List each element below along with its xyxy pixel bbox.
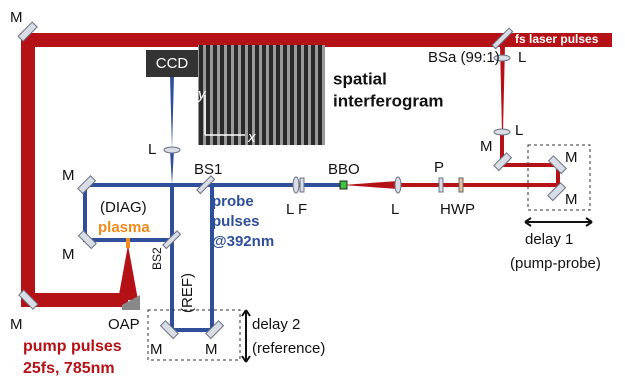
label: M xyxy=(10,9,23,26)
label: @392nm xyxy=(212,233,274,250)
label: M xyxy=(150,341,163,358)
label: BS2 xyxy=(150,247,164,270)
label: BBO xyxy=(328,161,360,178)
label: L xyxy=(286,201,294,218)
label: plasma xyxy=(98,219,150,236)
label: M xyxy=(480,138,493,155)
label: delay 2 xyxy=(252,316,300,333)
label: pulses xyxy=(212,213,260,230)
label: (REF) xyxy=(179,273,196,313)
label: HWP xyxy=(440,201,475,218)
label: M xyxy=(565,191,578,208)
label: M xyxy=(62,167,75,184)
label: BSa (99:1) xyxy=(428,49,500,66)
label: spatial xyxy=(333,69,387,88)
label: P xyxy=(434,159,444,176)
label: L xyxy=(518,49,526,66)
label: F xyxy=(298,201,307,218)
label: fs laser pulses xyxy=(515,32,599,46)
label: delay 1 xyxy=(525,231,573,248)
setup-diagram: M fs laser pulses BSa (99:1) L CCD spati… xyxy=(0,0,625,383)
label: (reference) xyxy=(252,340,325,357)
label: BS1 xyxy=(194,161,222,178)
label: 25fs, 785nm xyxy=(23,360,115,377)
label: (DIAG) xyxy=(100,199,147,216)
label: probe xyxy=(212,193,254,210)
label: interferogram xyxy=(333,91,444,110)
label: M xyxy=(62,246,75,263)
label: L xyxy=(515,122,523,139)
label: pump pulses xyxy=(23,338,122,355)
label: OAP xyxy=(108,316,140,333)
label: M xyxy=(205,341,218,358)
label: M xyxy=(10,316,23,333)
label: M xyxy=(565,149,578,166)
label: x xyxy=(247,129,256,146)
components xyxy=(18,22,592,362)
label: (pump-probe) xyxy=(510,255,601,272)
label: L xyxy=(148,141,156,158)
label: L xyxy=(391,201,399,218)
label: CCD xyxy=(156,55,189,72)
